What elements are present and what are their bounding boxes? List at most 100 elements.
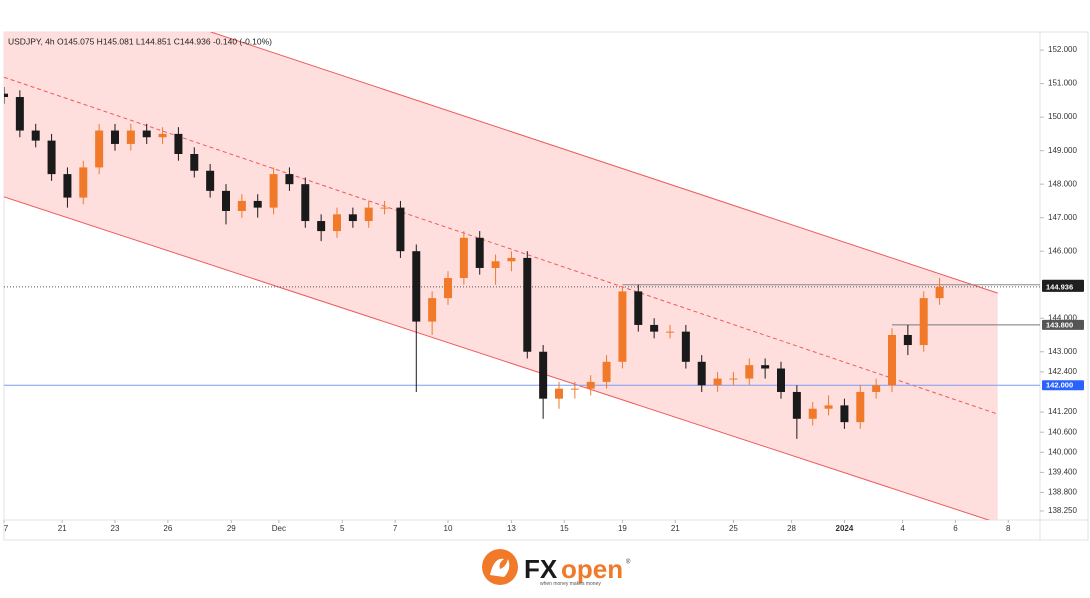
candle-body <box>792 391 801 419</box>
candle-body <box>317 221 326 232</box>
candle-body <box>777 368 785 392</box>
y-tick-label: 143.000 <box>1048 347 1077 356</box>
x-tick-label: 5 <box>340 524 345 533</box>
candle-body <box>745 365 754 379</box>
candle-body <box>935 286 944 299</box>
x-tick-label: 7 <box>4 524 9 533</box>
x-tick-label: 6 <box>953 524 958 533</box>
candle-body <box>729 378 738 380</box>
price-level-badge <box>1042 380 1084 391</box>
x-tick-label: 29 <box>227 524 236 533</box>
candle-body <box>634 291 643 325</box>
logo: FX open ® when money makes money <box>482 549 631 587</box>
candle-body <box>872 385 881 392</box>
x-tick-label: 4 <box>900 524 905 533</box>
candle-body <box>491 261 500 268</box>
x-tick-label: 2024 <box>836 524 854 533</box>
candle-body <box>15 97 24 131</box>
x-tick-label: 13 <box>507 524 516 533</box>
x-tick-label: 28 <box>787 524 796 533</box>
candle-body <box>31 130 40 141</box>
y-tick-label: 140.000 <box>1048 447 1077 456</box>
y-tick-label: 152.000 <box>1048 45 1077 54</box>
candle-body <box>555 388 563 399</box>
candle-body <box>412 251 421 322</box>
candle-body <box>95 130 104 168</box>
candle-body <box>4 93 8 98</box>
candle-body <box>396 207 405 252</box>
x-tick-label: 7 <box>393 524 398 533</box>
x-tick-label: 26 <box>163 524 172 533</box>
candle-body <box>507 257 516 262</box>
candle-body <box>174 133 183 154</box>
candle-body <box>301 184 310 222</box>
candle-body <box>459 237 468 279</box>
candle-body <box>380 207 389 209</box>
candle-body <box>158 133 167 138</box>
logo-dragon <box>490 558 510 577</box>
candle-body <box>650 324 659 332</box>
candle-body <box>840 405 849 423</box>
candle-body <box>539 351 548 399</box>
x-tick-label: 15 <box>560 524 569 533</box>
channel-fill <box>4 32 998 520</box>
y-tick-label: 138.250 <box>1048 506 1077 515</box>
y-tick-label: 141.200 <box>1048 407 1077 416</box>
symbol-header: USDJPY, 4h O145.075 H145.081 L144.851 C1… <box>8 36 272 46</box>
candle-body <box>126 130 135 144</box>
logo-registered: ® <box>626 559 631 566</box>
x-tick-label: 21 <box>58 524 67 533</box>
y-tick-label: 138.800 <box>1048 488 1077 497</box>
x-tick-label: 19 <box>618 524 627 533</box>
candle-body <box>824 405 833 409</box>
y-tick-label: 146.000 <box>1048 246 1077 255</box>
price-level-label: 144.936 <box>1046 282 1073 291</box>
candle-body <box>428 298 437 322</box>
candle-body <box>697 361 706 386</box>
x-tick-label: 25 <box>729 524 738 533</box>
x-tick-label: 8 <box>1006 524 1011 533</box>
candle-body <box>586 381 595 389</box>
price-level-badge <box>1042 319 1084 330</box>
y-tick-label: 144.000 <box>1048 313 1077 322</box>
candle-body <box>222 190 230 211</box>
candle-body <box>364 207 373 222</box>
logo-tagline: when money makes money <box>540 581 601 587</box>
candle-body <box>681 331 690 362</box>
candle-body <box>888 334 896 386</box>
y-tick-label: 148.000 <box>1048 179 1077 188</box>
candle-body <box>269 174 278 208</box>
channel-lower <box>4 196 991 520</box>
candle-body <box>63 174 72 198</box>
levels-layer <box>4 284 1040 386</box>
candle-body <box>190 154 199 171</box>
candle-body <box>444 278 452 299</box>
logo-icon <box>482 549 518 585</box>
y-tick-label: 150.000 <box>1048 112 1077 121</box>
price-level-label: 143.800 <box>1046 320 1073 329</box>
candle-body <box>348 214 357 222</box>
logo-open: open <box>561 554 623 584</box>
candle-body <box>618 291 627 362</box>
candle-body <box>856 391 865 423</box>
channel-upper <box>209 32 998 294</box>
candles-layer <box>4 86 944 439</box>
y-tick-label: 140.600 <box>1048 427 1077 436</box>
candle-body <box>903 334 912 346</box>
candle-body <box>142 130 151 138</box>
candle-body <box>761 365 770 369</box>
candle-body <box>206 170 215 191</box>
candle-body <box>47 140 56 175</box>
y-tick-label: 147.000 <box>1048 213 1077 222</box>
candle-body <box>237 200 246 211</box>
y-tick-label: 149.000 <box>1048 146 1077 155</box>
price-level-label: 142.000 <box>1046 381 1073 390</box>
candle-body <box>713 378 722 386</box>
y-tick-label: 142.400 <box>1048 367 1077 376</box>
candle-body <box>285 174 294 185</box>
candle-body <box>570 388 579 390</box>
candle-body <box>111 130 119 144</box>
logo-fx: FX <box>524 554 558 584</box>
